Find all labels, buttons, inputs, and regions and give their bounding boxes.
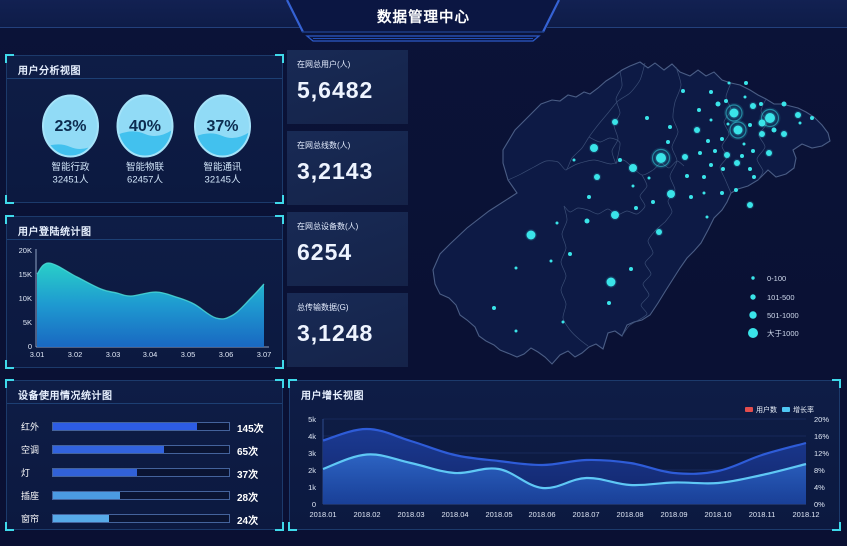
svg-text:3.01: 3.01 — [30, 350, 45, 359]
svg-text:12%: 12% — [814, 449, 829, 458]
svg-text:101-500: 101-500 — [767, 293, 795, 302]
svg-text:0%: 0% — [814, 500, 825, 509]
svg-text:0-100: 0-100 — [767, 274, 786, 283]
svg-text:1k: 1k — [308, 483, 316, 492]
svg-text:2018.05: 2018.05 — [485, 510, 512, 519]
svg-text:40%: 40% — [129, 118, 161, 135]
svg-text:2018.07: 2018.07 — [572, 510, 599, 519]
svg-text:智能行政: 智能行政 — [51, 161, 90, 173]
svg-text:2018.08: 2018.08 — [616, 510, 643, 519]
svg-text:501-1000: 501-1000 — [767, 311, 799, 320]
svg-text:2018.11: 2018.11 — [749, 510, 776, 519]
svg-text:32451人: 32451人 — [53, 175, 89, 186]
svg-text:5k: 5k — [308, 415, 316, 424]
svg-text:3.05: 3.05 — [181, 350, 196, 359]
svg-text:大于1000: 大于1000 — [767, 328, 799, 338]
svg-text:用户数: 用户数 — [756, 405, 777, 414]
svg-text:8%: 8% — [814, 466, 825, 475]
svg-text:3.02: 3.02 — [68, 350, 83, 359]
svg-text:37%: 37% — [206, 118, 238, 135]
svg-text:0: 0 — [28, 342, 32, 351]
svg-text:3.04: 3.04 — [143, 350, 158, 359]
svg-text:2018.03: 2018.03 — [397, 510, 424, 519]
svg-text:5K: 5K — [23, 318, 32, 327]
svg-text:4k: 4k — [308, 432, 316, 441]
svg-text:10K: 10K — [19, 294, 32, 303]
svg-text:20%: 20% — [814, 415, 829, 424]
svg-text:16%: 16% — [814, 432, 829, 441]
svg-text:智能通讯: 智能通讯 — [203, 161, 242, 173]
svg-text:2018.02: 2018.02 — [353, 510, 380, 519]
svg-text:4%: 4% — [814, 483, 825, 492]
svg-text:2018.06: 2018.06 — [528, 510, 555, 519]
svg-text:2018.10: 2018.10 — [704, 510, 731, 519]
svg-text:2018.01: 2018.01 — [309, 510, 336, 519]
svg-text:20K: 20K — [19, 246, 32, 255]
svg-text:23%: 23% — [54, 118, 86, 135]
svg-text:2018.12: 2018.12 — [792, 510, 819, 519]
svg-text:智能物联: 智能物联 — [126, 161, 165, 173]
svg-text:3k: 3k — [308, 449, 316, 458]
svg-text:2018.04: 2018.04 — [441, 510, 468, 519]
svg-text:3.03: 3.03 — [106, 350, 121, 359]
svg-text:0: 0 — [312, 500, 316, 509]
svg-text:3.07: 3.07 — [257, 350, 272, 359]
svg-text:15K: 15K — [19, 270, 32, 279]
svg-text:2018.09: 2018.09 — [660, 510, 687, 519]
svg-text:62457人: 62457人 — [127, 175, 163, 186]
svg-text:增长率: 增长率 — [793, 405, 814, 414]
svg-text:2k: 2k — [308, 466, 316, 475]
svg-text:32145人: 32145人 — [205, 175, 241, 186]
svg-text:3.06: 3.06 — [219, 350, 234, 359]
